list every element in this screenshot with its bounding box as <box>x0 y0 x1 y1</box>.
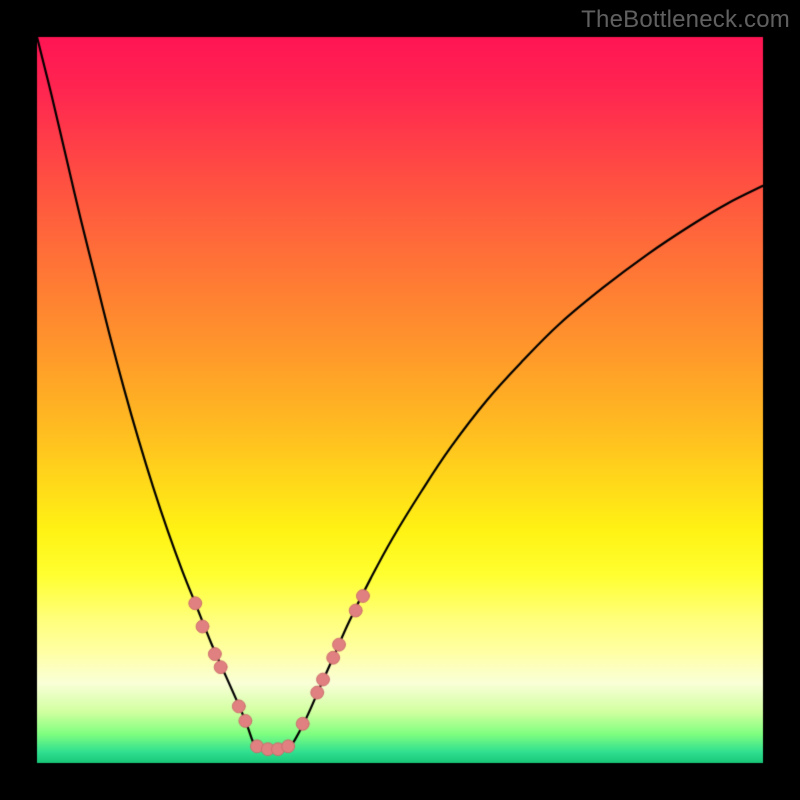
bottleneck-chart <box>0 0 800 800</box>
watermark: TheBottleneck.com <box>581 6 790 34</box>
